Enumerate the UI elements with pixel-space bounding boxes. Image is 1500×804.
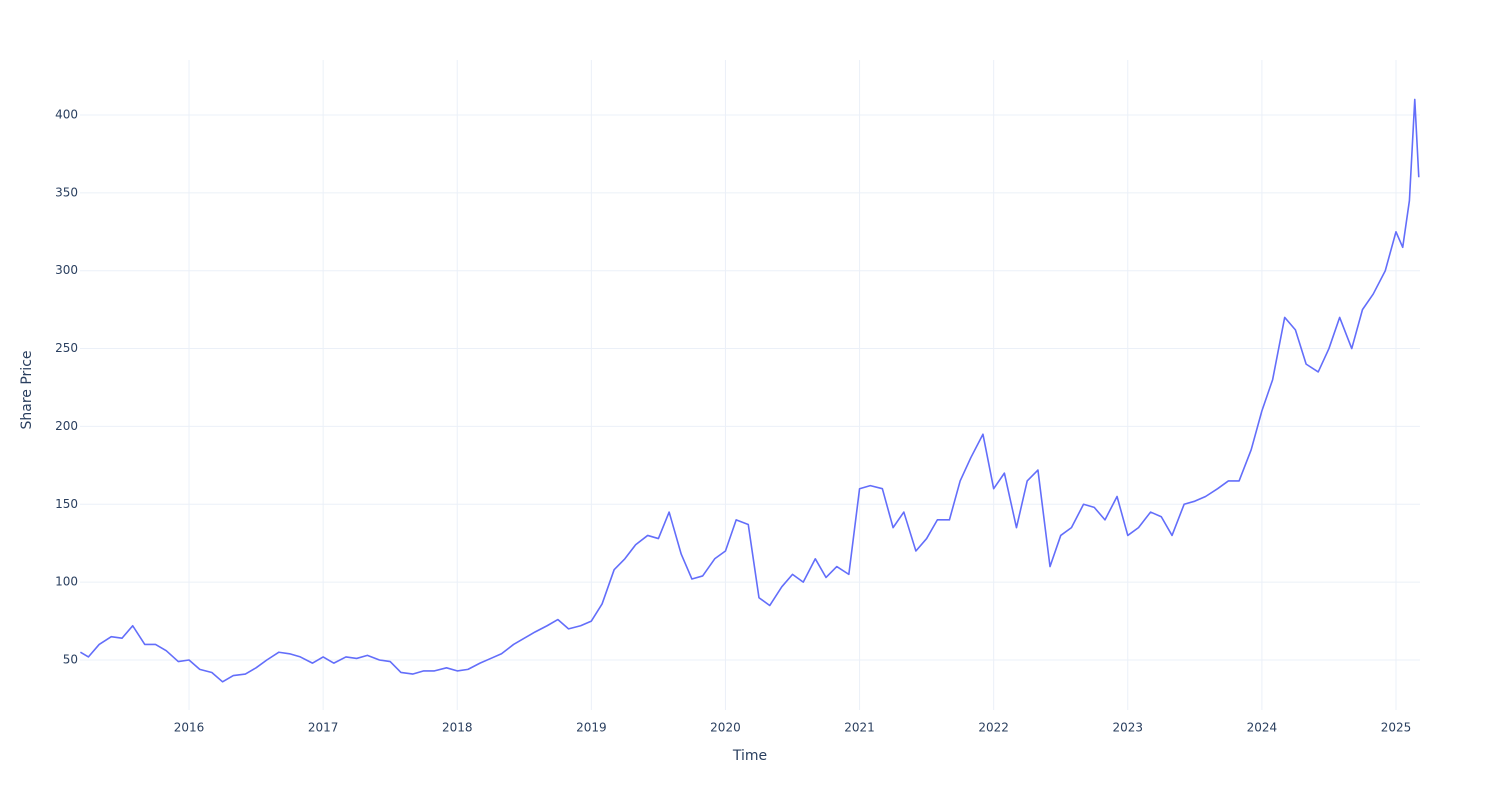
x-tick-label: 2020 [710, 721, 741, 735]
y-tick-label: 250 [55, 341, 78, 355]
x-tick-label: 2018 [442, 721, 473, 735]
x-tick-label: 2022 [978, 721, 1009, 735]
x-tick-label: 2017 [308, 721, 339, 735]
y-tick-label: 350 [55, 185, 78, 199]
x-tick-label: 2025 [1381, 721, 1412, 735]
y-tick-label: 200 [55, 419, 78, 433]
x-axis-title: Time [732, 748, 767, 764]
x-tick-label: 2021 [844, 721, 875, 735]
x-tick-label: 2023 [1113, 721, 1144, 735]
price-line [79, 98, 1420, 683]
y-tick-label: 300 [55, 263, 78, 277]
x-tick-label: 2024 [1247, 721, 1278, 735]
y-axis-title: Share Price [19, 350, 35, 429]
y-tick-label: 100 [55, 575, 78, 589]
y-tick-label: 150 [55, 497, 78, 511]
y-tick-label: 50 [63, 653, 78, 667]
x-tick-label: 2016 [174, 721, 205, 735]
y-tick-label: 400 [55, 107, 78, 121]
x-tick-label: 2019 [576, 721, 607, 735]
